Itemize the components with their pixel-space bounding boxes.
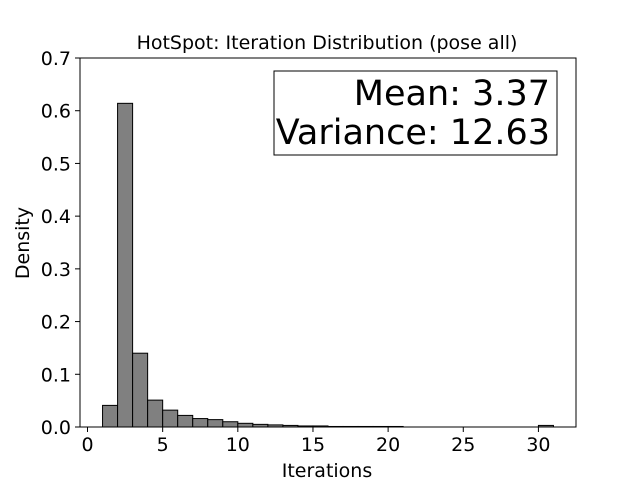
- x-tick-label: 25: [451, 434, 475, 456]
- y-tick-label: 0.6: [41, 101, 71, 123]
- histogram-bar: [117, 102, 134, 428]
- y-axis-ticks: 0.0 0.1 0.2 0.3 0.4 0.5 0.6 0.7: [41, 48, 80, 439]
- y-tick-label: 0.3: [41, 259, 71, 281]
- y-axis-label: Density: [12, 207, 34, 279]
- x-tick-label: 30: [526, 434, 550, 456]
- y-tick-label: 0.0: [41, 417, 71, 439]
- histogram-bar: [237, 422, 254, 428]
- x-tick-label: 5: [157, 434, 169, 456]
- histogram-bar: [162, 409, 179, 428]
- stats-variance: Variance: 12.63: [276, 113, 550, 153]
- x-tick-label: 15: [301, 434, 325, 456]
- histogram-bar: [207, 419, 224, 428]
- x-axis-label: Iterations: [282, 460, 373, 480]
- histogram-bars: [102, 102, 554, 428]
- histogram-bar: [192, 418, 209, 428]
- histogram-bar: [147, 399, 164, 428]
- x-tick-label: 0: [81, 434, 93, 456]
- stats-box: Mean: 3.37 Variance: 12.63: [273, 70, 558, 156]
- y-tick-label: 0.2: [41, 312, 71, 334]
- x-tick-label: 10: [226, 434, 250, 456]
- chart-title: HotSpot: Iteration Distribution (pose al…: [137, 32, 518, 54]
- y-tick-label: 0.4: [41, 206, 71, 228]
- stats-box-frame: [273, 70, 558, 156]
- x-tick-label: 20: [376, 434, 400, 456]
- histogram-bar: [102, 404, 119, 428]
- y-tick-label: 0.7: [41, 48, 71, 70]
- x-axis-ticks: 0 5 10 15 20 25 30: [81, 427, 551, 456]
- plot-frame: [79, 57, 577, 428]
- histogram-bar: [177, 414, 194, 428]
- y-tick-label: 0.1: [41, 364, 71, 386]
- histogram-bar: [132, 352, 149, 428]
- histogram-bar: [222, 421, 239, 428]
- stats-mean: Mean: 3.37: [354, 74, 550, 114]
- y-tick-label: 0.5: [41, 153, 71, 175]
